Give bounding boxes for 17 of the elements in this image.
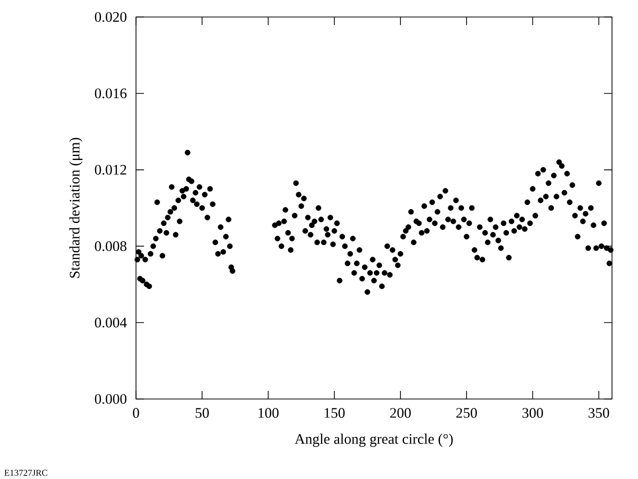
y-tick-label: 0.020 bbox=[94, 12, 126, 22]
x-tick-label: 0 bbox=[132, 408, 140, 418]
y-tick-label: 0.008 bbox=[94, 241, 126, 252]
x-tick-label: 350 bbox=[588, 408, 610, 418]
x-tick-label: 50 bbox=[196, 408, 209, 418]
x-axis-title: Angle along great circle (°) bbox=[294, 434, 453, 447]
x-tick-label: 250 bbox=[456, 408, 477, 418]
x-tick-label: 100 bbox=[258, 408, 279, 418]
x-tick-label: 200 bbox=[390, 408, 411, 418]
y-tick-label: 0.000 bbox=[94, 394, 126, 404]
x-tick-label: 300 bbox=[522, 408, 543, 418]
y-tick-label: 0.004 bbox=[94, 318, 127, 328]
x-tick-label: 150 bbox=[324, 408, 345, 418]
y-axis-title: Standard deviation (μm) bbox=[69, 138, 82, 278]
y-tick-label: 0.012 bbox=[94, 164, 126, 175]
y-tick-label: 0.016 bbox=[94, 88, 127, 98]
text: E13727JRC bbox=[4, 470, 48, 476]
